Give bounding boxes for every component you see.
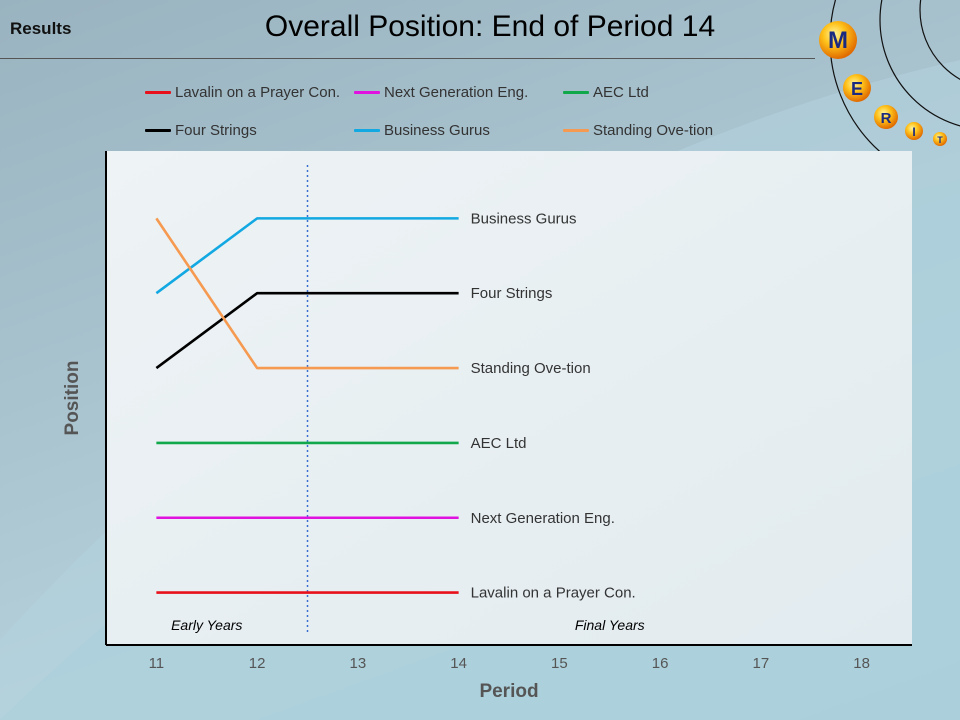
legend-label: Business Gurus (384, 122, 490, 139)
series-end-label: AEC Ltd (471, 435, 527, 452)
y-axis-title: Position (62, 361, 83, 436)
x-tick-label: 18 (853, 655, 870, 672)
legend-label: Next Generation Eng. (384, 84, 529, 101)
legend-label: Lavalin on a Prayer Con. (175, 84, 341, 101)
legend-item-aec: AEC Ltd (563, 84, 649, 101)
legend-swatch (563, 129, 589, 132)
series-end-label: Four Strings (471, 285, 553, 302)
legend-item-business-gurus: Business Gurus (354, 122, 490, 139)
legend-item-lavalin: Lavalin on a Prayer Con. (145, 84, 340, 101)
merit-logo: M E R I T (819, 0, 960, 160)
logo-letter-m: M (828, 27, 848, 54)
series-end-label: Business Gurus (471, 210, 577, 227)
series-line-four-strings (155, 291, 459, 370)
x-tick-label: 17 (753, 655, 770, 672)
x-tick-label: 11 (149, 655, 165, 672)
legend-label: Four Strings (175, 122, 257, 139)
title-divider (0, 58, 815, 59)
legend-swatch (354, 91, 380, 94)
series-end-label: Standing Ove-tion (471, 360, 591, 377)
x-tick-label: 13 (350, 655, 367, 672)
logo-letter-t: T (937, 135, 943, 145)
logo-letter-i: I (912, 125, 915, 139)
plot-area (106, 151, 912, 645)
x-tick-label: 16 (652, 655, 669, 672)
series-line-business-gurus (155, 217, 459, 295)
chart-legend: Lavalin on a Prayer Con. Next Generation… (145, 84, 765, 144)
series-line-standing (155, 217, 459, 370)
x-tick-label: 12 (249, 655, 266, 672)
legend-swatch (145, 91, 171, 94)
period-annotation: Final Years (575, 617, 645, 633)
x-axis-title: Period (479, 681, 538, 702)
logo-letters: M E R I T (819, 21, 947, 146)
series-end-label: Next Generation Eng. (471, 510, 615, 527)
logo-letter-r: R (881, 110, 892, 127)
page-title: Overall Position: End of Period 14 (264, 10, 716, 43)
legend-swatch (563, 91, 589, 94)
legend-swatch (354, 129, 380, 132)
section-label: Results (10, 19, 72, 38)
x-tick-label: 15 (551, 655, 568, 672)
legend-item-four-strings: Four Strings (145, 122, 257, 139)
period-annotation: Early Years (171, 617, 242, 633)
legend-item-next-gen: Next Generation Eng. (354, 84, 528, 101)
series-end-label: Lavalin on a Prayer Con. (471, 585, 636, 602)
logo-letter-e: E (851, 79, 863, 99)
x-tick-label: 14 (450, 655, 467, 672)
legend-item-standing: Standing Ove-tion (563, 122, 713, 139)
legend-swatch (145, 129, 171, 132)
legend-label: AEC Ltd (593, 84, 649, 101)
legend-label: Standing Ove-tion (593, 122, 714, 139)
